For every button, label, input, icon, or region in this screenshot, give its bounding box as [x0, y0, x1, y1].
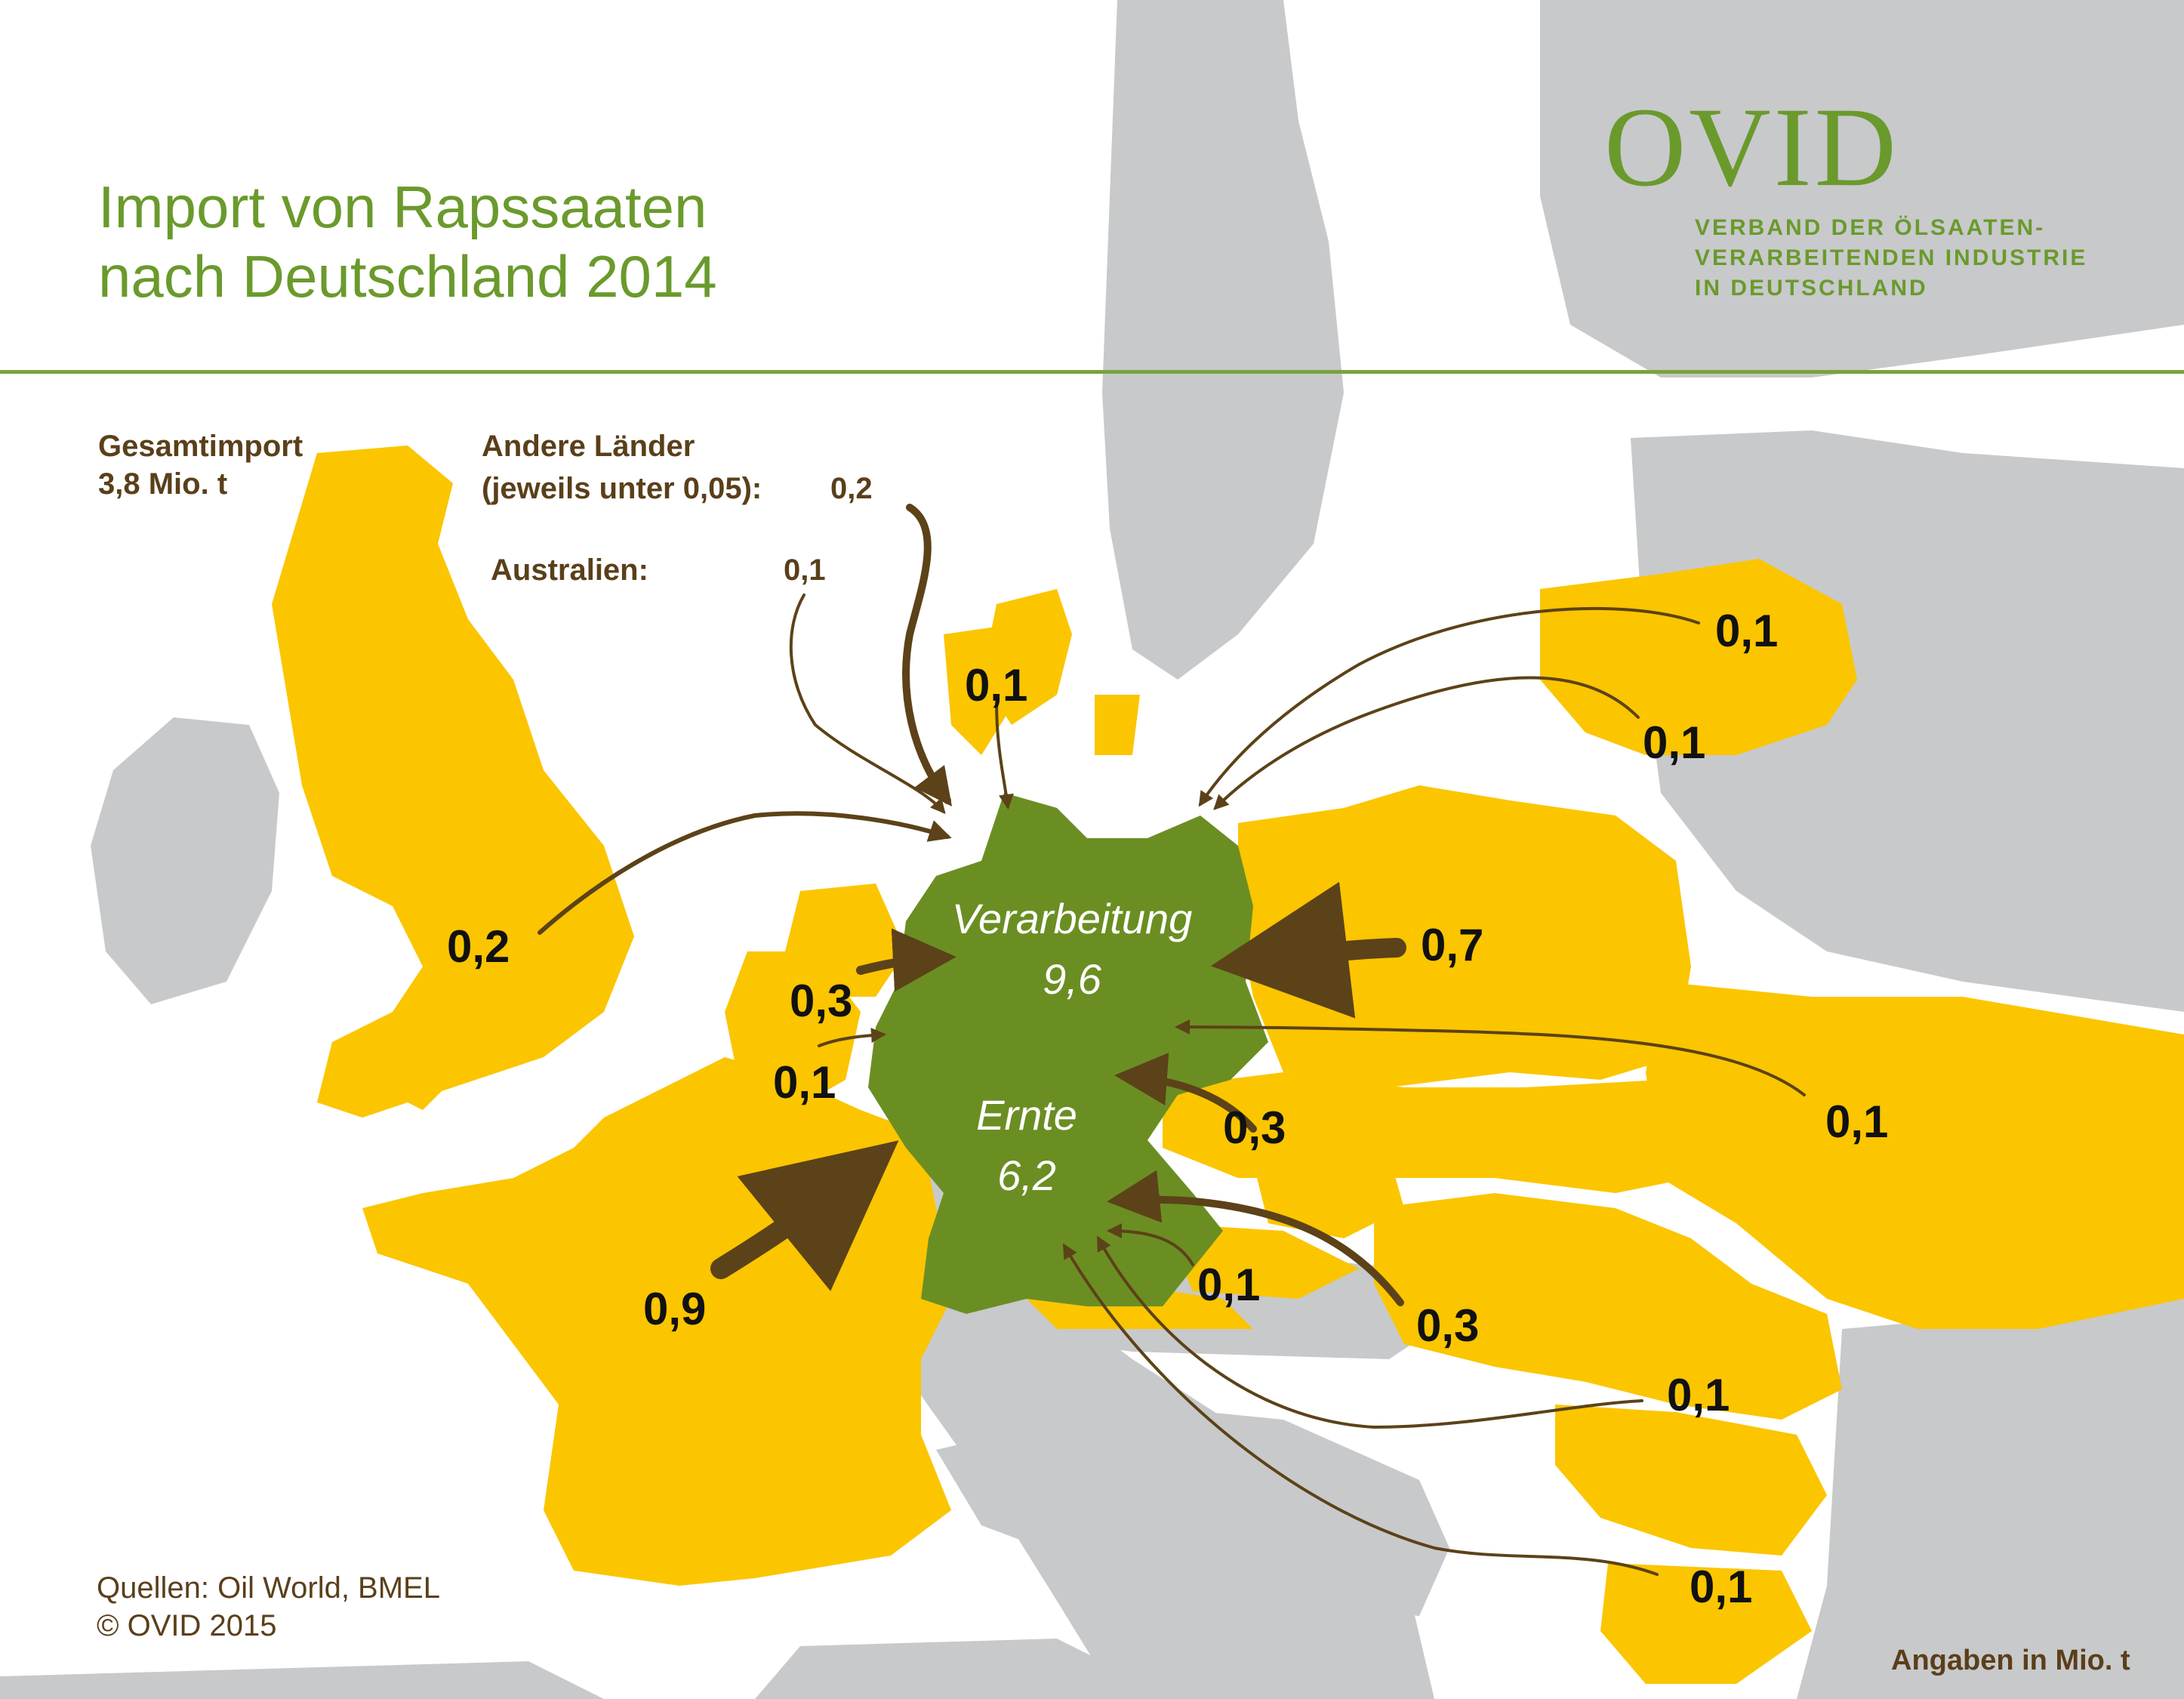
arrow-other-countries	[902, 504, 952, 807]
page-title: Import von Rapssaaten nach Deutschland 2…	[98, 172, 717, 311]
australia-value: 0,1	[784, 553, 826, 587]
flow-value-label: 0,1	[965, 660, 1028, 711]
arrow-uk	[538, 811, 952, 935]
arrow-bulgaria	[1062, 1243, 1659, 1576]
other-countries-sublabel: (jeweils unter 0,05):	[482, 472, 762, 505]
flow-value-label: 0,1	[1690, 1562, 1753, 1612]
arrow-belgium	[818, 1028, 886, 1047]
header-divider	[0, 370, 2184, 374]
arrow-latvia	[1198, 606, 1700, 807]
flow-value-label: 0,7	[1421, 920, 1484, 970]
arrow-netherlands	[856, 928, 956, 992]
copyright-line: © OVID 2015	[97, 1609, 277, 1642]
title-line-1: Import von Rapssaaten	[98, 174, 707, 240]
flow-value-label: 0,1	[773, 1057, 836, 1108]
arrow-denmark	[995, 701, 1014, 809]
total-import-label: Gesamtimport	[98, 430, 303, 463]
flow-value-label: 0,1	[1667, 1370, 1730, 1420]
flow-value-label: 0,1	[1197, 1260, 1261, 1310]
flow-value-label: 0,3	[790, 976, 853, 1026]
arrow-ukraine	[1175, 1019, 1806, 1096]
logo-subtitle-line-2: VERARBEITENDEN INDUSTRIE	[1695, 245, 2088, 270]
flow-value-label: 0,9	[643, 1284, 707, 1334]
arrow-romania	[1097, 1235, 1643, 1429]
australia-label: Australien:	[491, 553, 648, 587]
arrow-czech	[1114, 1053, 1257, 1133]
germany-processing-label: Verarbeitung	[951, 895, 1193, 942]
germany-shape	[868, 793, 1268, 1314]
flow-value-label: 0,1	[1715, 606, 1779, 656]
ovid-logo-subtitle: VERBAND DER ÖLSAATEN- VERARBEITENDEN IND…	[1695, 213, 2087, 304]
flow-value-label: 0,3	[1223, 1102, 1286, 1153]
logo-subtitle-line-1: VERBAND DER ÖLSAATEN-	[1695, 215, 2046, 240]
flow-arrows	[538, 504, 1806, 1576]
other-countries-value: 0,2	[830, 472, 873, 505]
logo-subtitle-line-3: IN DEUTSCHLAND	[1695, 276, 1928, 301]
germany-harvest-label: Ernte	[976, 1091, 1077, 1139]
flow-value-label: 0,2	[447, 921, 510, 972]
other-countries-label: Andere Länder	[482, 430, 695, 463]
unit-note: Angaben in Mio. t	[1891, 1645, 2130, 1676]
arrow-australia	[789, 594, 946, 815]
germany-processing-value: 9,6	[1043, 955, 1101, 1003]
arrow-lithuania	[1213, 676, 1640, 810]
flow-value-label: 0,1	[1825, 1096, 1889, 1147]
flow-value-label: 0,1	[1643, 717, 1706, 768]
arrow-poland	[1210, 881, 1406, 1019]
arrow-hungary	[1107, 1170, 1404, 1306]
title-line-2: nach Deutschland 2014	[98, 243, 717, 310]
total-import-value: 3,8 Mio. t	[98, 467, 228, 501]
ovid-logo: OVID	[1604, 85, 1899, 210]
arrow-austria	[1107, 1223, 1194, 1266]
arrow-france	[710, 1140, 899, 1291]
flow-value-label: 0,3	[1416, 1300, 1480, 1351]
source-credit: Quellen: Oil World, BMEL © OVID 2015	[97, 1569, 440, 1645]
germany-harvest-value: 6,2	[997, 1152, 1056, 1199]
source-line: Quellen: Oil World, BMEL	[97, 1571, 440, 1605]
